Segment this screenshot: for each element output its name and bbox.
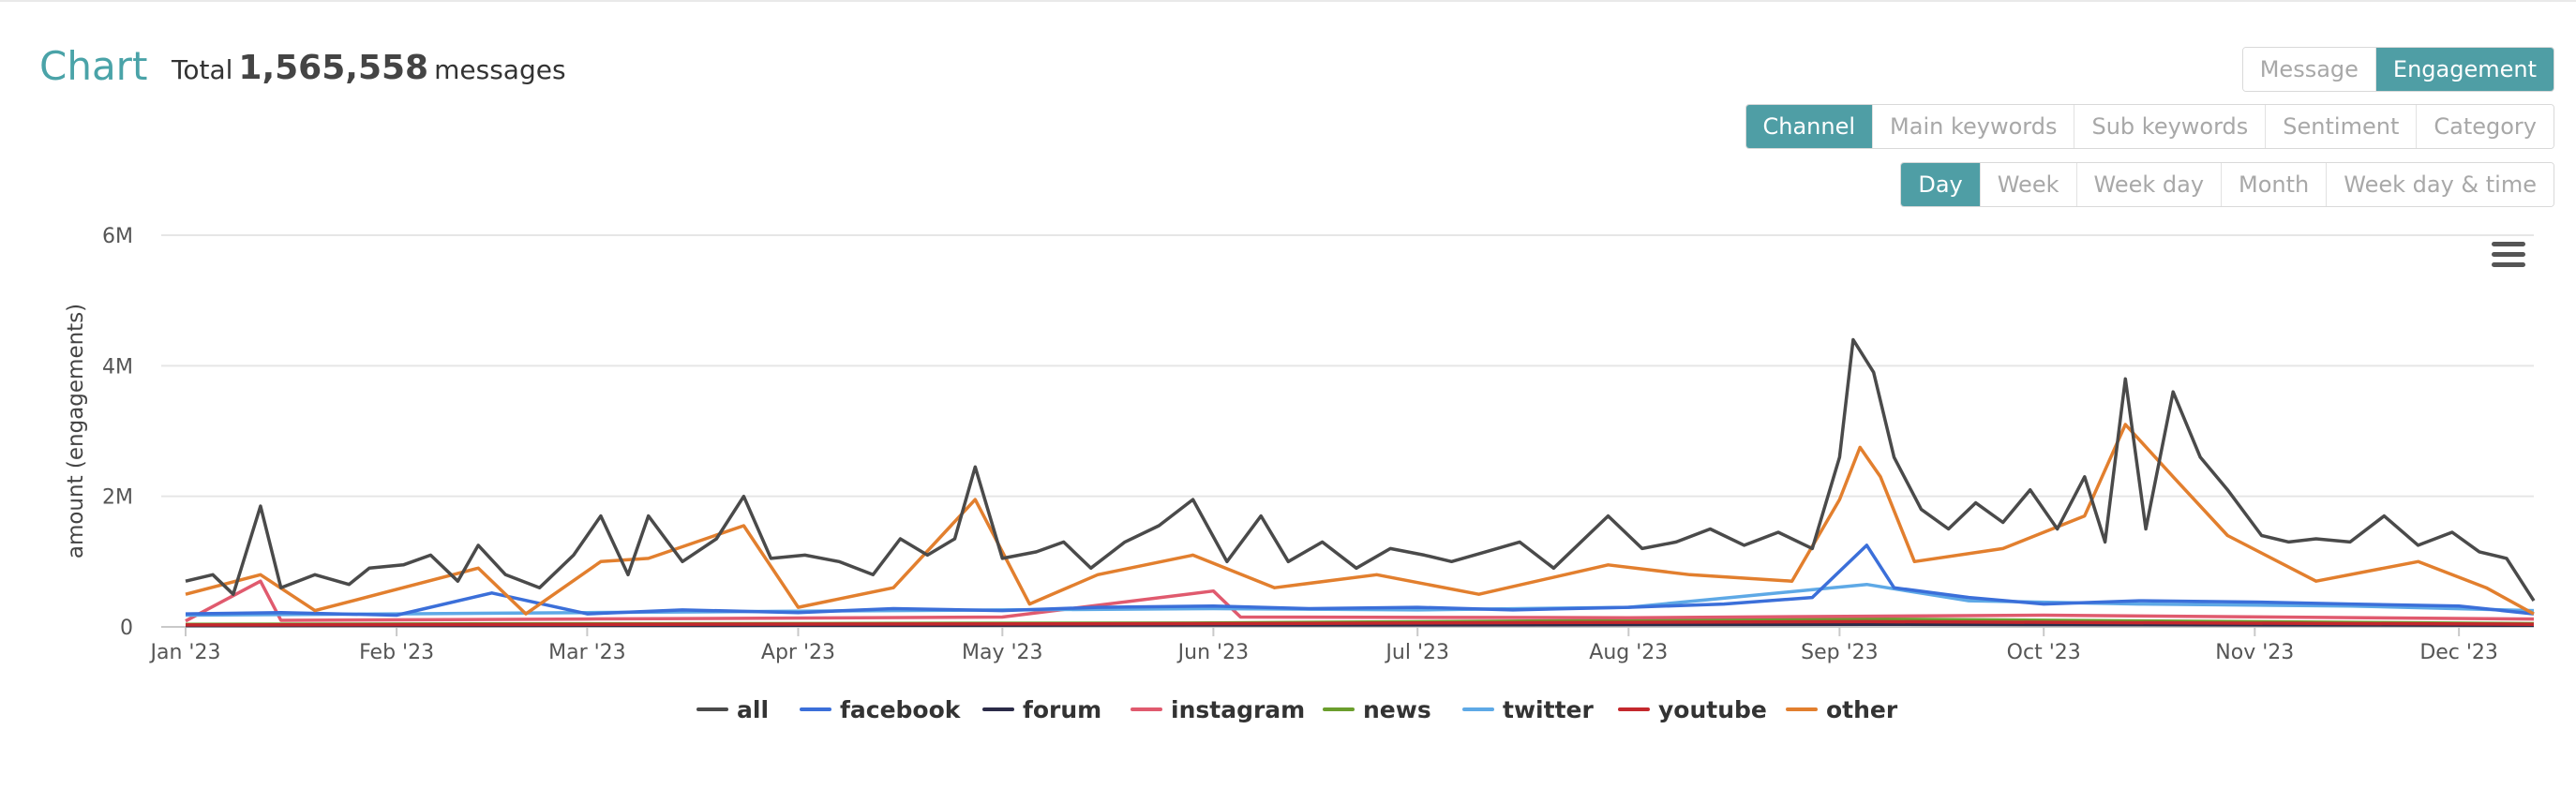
week-button[interactable]: Week (1979, 163, 2076, 206)
series-line-other (185, 423, 2535, 616)
series-line-all (185, 337, 2536, 603)
x-tick-label: Jun '23 (1176, 641, 1249, 664)
series-line-youtube (185, 619, 2535, 627)
channel-button[interactable]: Channel (1745, 105, 1873, 148)
x-tick-label: Dec '23 (2419, 641, 2498, 664)
top-border (0, 0, 2576, 2)
legend-label-forum: forum (1023, 696, 1101, 723)
y-tick-label: 2M (102, 486, 133, 510)
x-tick-label: Nov '23 (2215, 641, 2294, 664)
page-title: Chart (39, 43, 148, 89)
group-by-toggle: Channel Main keywords Sub keywords Senti… (1745, 104, 2554, 149)
total-value: 1,565,558 (238, 49, 429, 87)
x-tick-label: Jul '23 (1384, 641, 1449, 664)
x-tick-label: Aug '23 (1589, 641, 1668, 664)
message-button[interactable]: Message (2242, 48, 2375, 91)
category-button[interactable]: Category (2416, 105, 2554, 148)
total-suffix: messages (434, 54, 566, 85)
sentiment-button[interactable]: Sentiment (2265, 105, 2417, 148)
y-tick-label: 0 (120, 617, 133, 640)
legend-label-news: news (1363, 696, 1431, 723)
x-tick-label: Sep '23 (1801, 641, 1879, 664)
engagement-button[interactable]: Engagement (2374, 48, 2554, 91)
series-line-facebook (185, 543, 2535, 618)
y-tick-label: 6M (102, 225, 133, 248)
week-day-button[interactable]: Week day (2075, 163, 2222, 206)
legend-label-youtube: youtube (1658, 696, 1767, 723)
week-day-time-button[interactable]: Week day & time (2326, 163, 2554, 206)
legend-label-all: all (737, 696, 769, 723)
y-axis-title: amount (engagements) (64, 304, 88, 558)
legend-label-facebook: facebook (840, 696, 962, 723)
x-tick-label: May '23 (962, 641, 1043, 664)
x-tick-label: Jan '23 (149, 641, 221, 664)
metric-type-toggle: Message Engagement (2241, 47, 2554, 92)
sub-keywords-button[interactable]: Sub keywords (2074, 105, 2266, 148)
x-tick-label: Apr '23 (761, 641, 835, 664)
main-keywords-button[interactable]: Main keywords (1872, 105, 2074, 148)
x-tick-label: Oct '23 (2007, 641, 2081, 664)
x-tick-label: Mar '23 (548, 641, 626, 664)
y-tick-label: 4M (102, 355, 133, 379)
hamburger-menu-icon[interactable] (2492, 242, 2525, 270)
day-button[interactable]: Day (1901, 163, 1980, 206)
total-summary: Total 1,565,558 messages (172, 49, 566, 87)
series-line-instagram (185, 579, 2535, 623)
period-toggle: Day Week Week day Month Week day & time (1900, 162, 2554, 207)
x-tick-label: Feb '23 (359, 641, 434, 664)
legend-label-twitter: twitter (1503, 696, 1594, 723)
legend-label-other: other (1826, 696, 1898, 723)
legend-label-instagram: instagram (1171, 696, 1305, 723)
total-prefix: Total (172, 54, 233, 85)
month-button[interactable]: Month (2221, 163, 2327, 206)
